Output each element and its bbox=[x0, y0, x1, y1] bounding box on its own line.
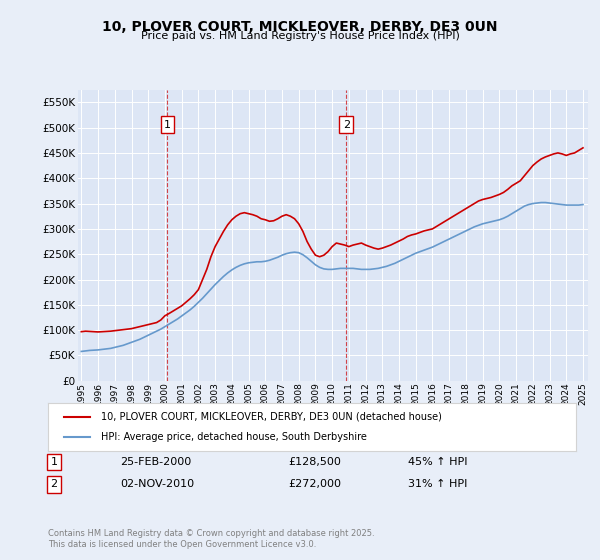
Text: 31% ↑ HPI: 31% ↑ HPI bbox=[408, 479, 467, 489]
Text: 10, PLOVER COURT, MICKLEOVER, DERBY, DE3 0UN: 10, PLOVER COURT, MICKLEOVER, DERBY, DE3… bbox=[102, 20, 498, 34]
Text: 45% ↑ HPI: 45% ↑ HPI bbox=[408, 457, 467, 467]
Text: 1: 1 bbox=[164, 119, 171, 129]
Text: 2: 2 bbox=[50, 479, 58, 489]
Text: 25-FEB-2000: 25-FEB-2000 bbox=[120, 457, 191, 467]
Text: Contains HM Land Registry data © Crown copyright and database right 2025.
This d: Contains HM Land Registry data © Crown c… bbox=[48, 529, 374, 549]
Text: HPI: Average price, detached house, South Derbyshire: HPI: Average price, detached house, Sout… bbox=[101, 432, 367, 442]
Text: £272,000: £272,000 bbox=[288, 479, 341, 489]
Text: 1: 1 bbox=[50, 457, 58, 467]
Text: £128,500: £128,500 bbox=[288, 457, 341, 467]
Text: 10, PLOVER COURT, MICKLEOVER, DERBY, DE3 0UN (detached house): 10, PLOVER COURT, MICKLEOVER, DERBY, DE3… bbox=[101, 412, 442, 422]
Text: Price paid vs. HM Land Registry's House Price Index (HPI): Price paid vs. HM Land Registry's House … bbox=[140, 31, 460, 41]
Text: 2: 2 bbox=[343, 119, 350, 129]
Text: 02-NOV-2010: 02-NOV-2010 bbox=[120, 479, 194, 489]
